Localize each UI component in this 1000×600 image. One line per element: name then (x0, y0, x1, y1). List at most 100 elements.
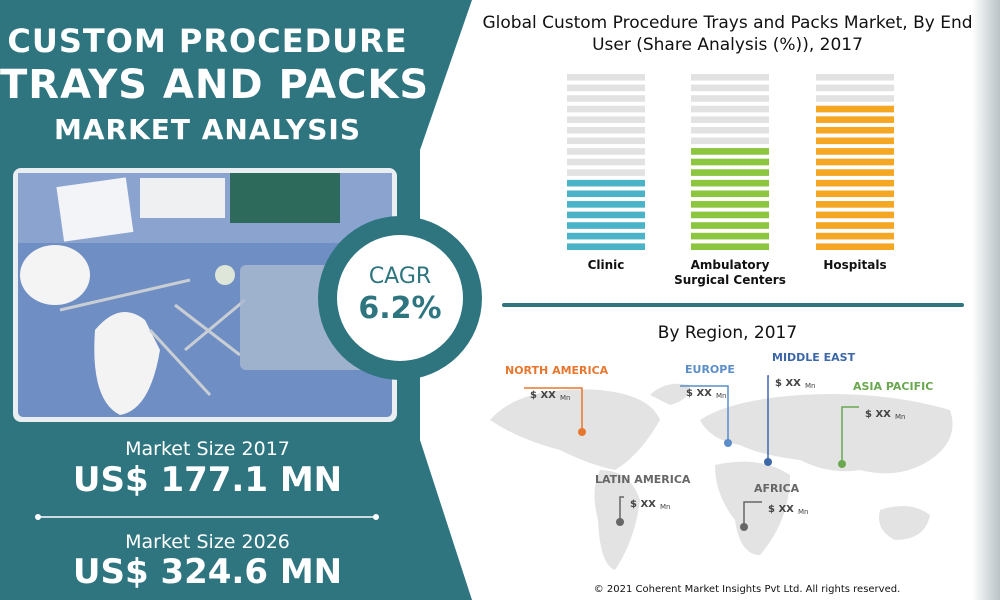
stripe-bg (816, 95, 894, 102)
leader-line (767, 375, 769, 462)
region-amount: $ XX (768, 504, 794, 515)
stripe (816, 137, 894, 145)
bar (567, 179, 645, 250)
stripe (691, 232, 769, 240)
region-amount: $ XX (686, 388, 712, 399)
region-name: LATIN AMERICA (595, 473, 691, 486)
leader-line (841, 406, 859, 464)
stripe (816, 201, 894, 208)
stripe (691, 158, 769, 166)
region-name: NORTH AMERICA (505, 364, 609, 377)
divider-dot (373, 514, 379, 520)
stripe-bg (567, 148, 645, 155)
bar (691, 148, 769, 250)
stripe (816, 148, 894, 155)
stripe-bg (691, 116, 769, 123)
stripe-bg (567, 74, 645, 81)
footer: © 2021 Coherent Market Insights Pvt Ltd.… (594, 584, 901, 595)
stripe-bg (567, 84, 645, 92)
stripe (691, 211, 769, 219)
cagr-value: 6.2% (358, 291, 441, 326)
header-line: TRAYS AND PACKS (0, 62, 430, 108)
region-name: MIDDLE EAST (772, 351, 856, 364)
stripe (567, 243, 645, 250)
stripe (567, 222, 645, 229)
stripe (816, 105, 894, 113)
leader-line (619, 496, 624, 522)
stripe-bg (691, 74, 769, 81)
cagr-disc (337, 235, 463, 361)
stripe (691, 190, 769, 198)
region-name: AFRICA (754, 482, 800, 495)
category-label: Clinic (587, 258, 625, 272)
stripe (567, 190, 645, 198)
region-amount: $ XX (865, 409, 891, 420)
region-amount: $ XX (630, 499, 656, 510)
divider-dot (35, 514, 41, 520)
stripe-bg (691, 105, 769, 113)
photo (13, 168, 397, 422)
stripe (816, 232, 894, 240)
header-line: CUSTOM PROCEDURE (7, 22, 408, 60)
stripe-bg (567, 105, 645, 113)
stripe-bg (691, 137, 769, 145)
stripe (691, 201, 769, 208)
stripe (567, 179, 645, 187)
leader-line (524, 387, 583, 432)
region-unit: Mn (895, 413, 905, 421)
region-name: EUROPE (685, 363, 735, 376)
stripe-bg (816, 74, 894, 81)
region-dot (724, 439, 732, 447)
leader-line (680, 385, 729, 443)
stripe (816, 169, 894, 176)
stripe-bg (691, 84, 769, 92)
category-label: Hospitals (823, 258, 887, 272)
bar-chart (567, 74, 894, 250)
stripe (816, 222, 894, 229)
stripe-bg (567, 95, 645, 102)
map-title: By Region, 2017 (657, 323, 798, 343)
region-dot (578, 428, 586, 436)
stripe (691, 148, 769, 155)
region-markers: NORTH AMERICA $ XX Mn EUROPE $ XX Mn MIDDLE EA… (505, 351, 933, 531)
stripe (816, 243, 894, 250)
region-unit: Mn (716, 392, 726, 400)
stripe (691, 179, 769, 187)
stat-value: US$ 177.1 MN (72, 460, 343, 500)
stripe-bg (691, 95, 769, 102)
region-unit: Mn (660, 503, 670, 511)
stripe (567, 232, 645, 240)
stripe (691, 222, 769, 229)
stripe-bg (567, 158, 645, 166)
stripe (691, 243, 769, 250)
leader-line (743, 501, 762, 527)
stripe (816, 179, 894, 187)
chart-title: Global Custom Procedure Trays and Packs … (482, 13, 973, 55)
stripe (816, 211, 894, 219)
stripe-bg (816, 84, 894, 92)
stripe-bg (567, 116, 645, 123)
bar (816, 105, 894, 250)
region-dot (740, 523, 748, 531)
stat-label: Market Size 2026 (125, 531, 290, 553)
region-amount: $ XX (530, 390, 556, 401)
stripe-bg (691, 126, 769, 134)
stripe-bg (567, 137, 645, 145)
stripe (816, 126, 894, 134)
region-dot (838, 460, 846, 468)
header-line: MARKET ANALYSIS (53, 113, 362, 146)
region-dot (764, 458, 772, 466)
region-amount: $ XX (775, 378, 801, 389)
region-unit: Mn (798, 508, 808, 516)
edge-shade (972, 0, 1000, 600)
stripe (816, 158, 894, 166)
region-dot (616, 518, 624, 526)
region-unit: Mn (560, 394, 570, 402)
stripe (816, 190, 894, 198)
stat-label: Market Size 2017 (125, 438, 290, 460)
stat-value: US$ 324.6 MN (72, 552, 343, 592)
region-unit: Mn (805, 382, 815, 390)
stripe (567, 211, 645, 219)
